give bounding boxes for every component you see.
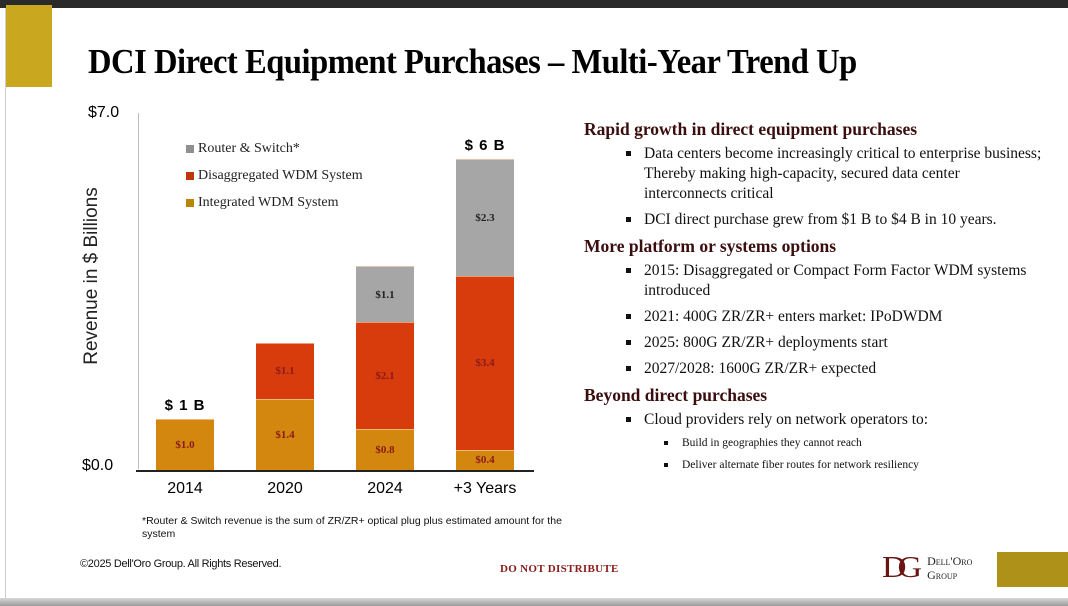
dell-oro-logo: DG Dell'Oro Group [882,550,972,585]
bottom-edge [0,598,1068,606]
segment-value-label: $1.4 [275,428,295,441]
bar-segment-router_switch-3: $2.3 [456,158,514,277]
chart-legend: Router & Switch* Disaggregated WDM Syste… [186,135,363,216]
bullet-item: DCI direct purchase grew from $1 B to $4… [584,210,1044,230]
section-platform-options: More platform or systems options 2015: D… [584,236,1044,379]
segment-value-label: $0.8 [375,444,395,457]
bullet-item: Cloud providers rely on network operator… [584,410,1044,430]
legend-label: Integrated WDM System [198,194,339,210]
bar-segment-integrated_wdm-0: $1.0 [156,419,214,470]
slide-left-edge [5,8,6,598]
x-tick-label: +3 Years [453,480,517,497]
logo-mark-icon: DG [882,550,922,585]
segment-value-label: $2.1 [375,370,395,383]
legend-swatch-disaggregated-wdm [186,171,194,180]
legend-label: Router & Switch* [198,140,300,156]
x-tick-label: 2020 [267,480,303,497]
bar-segment-integrated_wdm-2: $0.8 [356,429,414,470]
slide-title: DCI Direct Equipment Purchases – Multi-Y… [88,42,857,81]
segment-value-label: $0.4 [475,454,495,467]
section-rapid-growth: Rapid growth in direct equipment purchas… [584,119,1044,230]
gold-footer-block [997,552,1068,587]
legend-item-router-switch: Router & Switch* [186,135,363,162]
logo-line-2: Group [927,568,958,582]
gold-accent-block [6,5,52,87]
chart-footnote: *Router & Switch revenue is the sum of Z… [142,515,562,540]
segment-value-label: $3.4 [475,357,495,370]
section-beyond-direct: Beyond direct purchases Cloud providers … [584,385,1044,472]
bullet-item: 2021: 400G ZR/ZR+ enters market: IPoDWDM [584,307,1044,327]
copyright: ©2025 Dell'Oro Group. All Rights Reserve… [80,558,282,570]
key-points-panel: Rapid growth in direct equipment purchas… [584,119,1044,480]
stacked-bar-chart: $7.0 $0.0 Revenue in $ Billions Router &… [60,95,560,535]
bar-segment-integrated_wdm-3: $0.4 [456,449,514,470]
legend-item-disaggregated-wdm: Disaggregated WDM System [186,162,363,189]
sub-bullet-item: Deliver alternate fiber routes for netwo… [584,458,1044,472]
bullet-item: Data centers become increasingly critica… [584,144,1044,204]
segment-value-label: $1.1 [275,365,295,378]
section-heading: Beyond direct purchases [584,385,768,405]
bar-total-label: $ 6 B [464,136,506,154]
do-not-distribute-label: DO NOT DISTRIBUTE [500,563,619,575]
bar-segment-integrated_wdm-1: $1.4 [256,398,314,470]
bar-segment-disaggregated_wdm-1: $1.1 [256,342,314,399]
bullet-item: 2025: 800G ZR/ZR+ deployments start [584,333,1044,353]
legend-swatch-integrated-wdm [186,198,194,207]
sub-bullet-item: Build in geographies they cannot reach [584,436,1044,450]
legend-item-integrated-wdm: Integrated WDM System [186,189,363,216]
y-axis-line [138,113,139,469]
top-bar [0,0,1068,8]
y-tick-min: $0.0 [82,457,114,474]
section-heading: Rapid growth in direct equipment purchas… [584,119,918,139]
segment-value-label: $1.1 [375,288,395,301]
y-axis-label: Revenue in $ Billions [81,187,102,365]
bullet-item: 2015: Disaggregated or Compact Form Fact… [584,261,1044,301]
x-tick-label: 2014 [167,480,203,497]
legend-swatch-router-switch [186,144,194,153]
section-heading: More platform or systems options [584,236,837,256]
logo-line-1: Dell'Oro [927,554,973,568]
x-axis-line [136,470,534,472]
bar-total-label: $ 1 B [164,397,206,414]
x-tick-label: 2024 [367,480,403,497]
segment-value-label: $2.3 [475,212,495,225]
logo-wordmark: Dell'Oro Group [927,554,972,582]
bullet-item: 2027/2028: 1600G ZR/ZR+ expected [584,359,1044,379]
bar-segment-router_switch-2: $1.1 [356,266,414,323]
legend-label: Disaggregated WDM System [198,167,363,183]
segment-value-label: $1.0 [175,439,195,451]
bar-segment-disaggregated_wdm-3: $3.4 [456,276,514,450]
y-tick-max: $7.0 [88,104,120,121]
bar-segment-disaggregated_wdm-2: $2.1 [356,322,414,430]
